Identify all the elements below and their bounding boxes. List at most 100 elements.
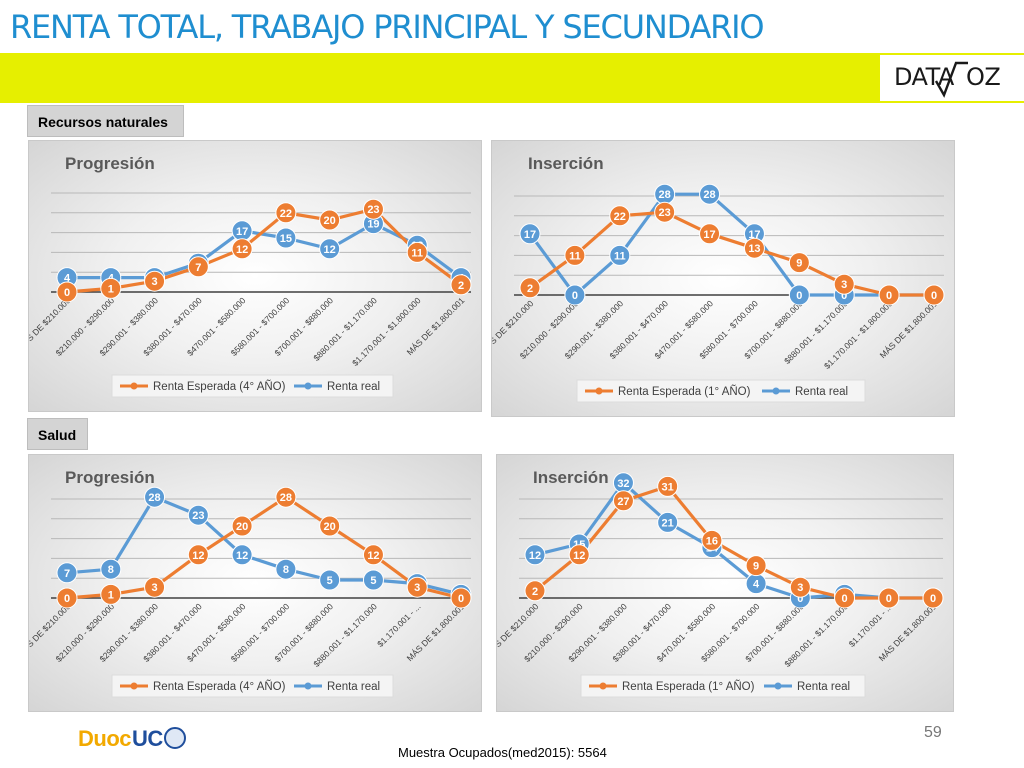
data-label: 23	[659, 207, 671, 219]
series-line-real	[528, 192, 934, 297]
data-label: 4	[753, 579, 760, 591]
legend-entry: Renta real	[327, 681, 380, 693]
sample-note: Muestra Ocupados(med2015): 5564	[398, 745, 607, 760]
data-label: 12	[192, 550, 204, 562]
data-label: 23	[192, 510, 204, 522]
data-label: 20	[324, 521, 336, 533]
data-point	[878, 284, 900, 306]
data-point	[100, 277, 122, 299]
data-label: 0	[841, 593, 847, 605]
data-label: 28	[280, 492, 292, 504]
header-band	[0, 53, 1024, 103]
data-point	[657, 475, 679, 497]
data-label: 8	[108, 564, 114, 576]
data-point	[654, 201, 676, 223]
data-point	[362, 544, 384, 566]
data-label: 27	[617, 496, 629, 508]
data-point	[878, 587, 900, 609]
data-point	[524, 580, 546, 602]
chart-panel-rn-insercion: Inserción MENOS DE $210.000 $210.000 - $29…	[491, 140, 955, 417]
data-point	[609, 205, 631, 227]
data-point	[231, 544, 253, 566]
legend-box	[111, 374, 394, 398]
data-point	[923, 284, 945, 306]
data-label: 20	[324, 215, 336, 227]
series-line-real	[534, 481, 933, 600]
data-label: 3	[797, 582, 803, 594]
data-point	[834, 587, 856, 609]
data-label: 0	[458, 593, 464, 605]
data-point	[745, 555, 767, 577]
data-label: 0	[930, 593, 936, 605]
data-point	[564, 284, 586, 306]
series-line-expected	[533, 484, 933, 600]
data-point	[56, 281, 78, 303]
data-label: 15	[280, 233, 292, 245]
data-point	[789, 576, 811, 598]
data-label: 13	[748, 243, 760, 255]
data-point	[144, 270, 166, 292]
data-point	[406, 576, 428, 598]
data-point	[564, 244, 586, 266]
page-title: RENTA TOTAL, TRABAJO PRINCIPAL Y SECUNDA…	[10, 8, 765, 46]
datavoz-logo: DATA OZ	[880, 55, 1024, 101]
legend-swatch-marker	[304, 382, 312, 390]
data-point	[922, 587, 944, 609]
data-point	[609, 244, 631, 266]
series-line-expected	[66, 207, 462, 294]
data-label: 7	[64, 568, 70, 580]
chart-title: Progresión	[65, 468, 155, 487]
chart-title: Inserción	[533, 468, 609, 487]
series-line-real	[66, 495, 462, 596]
data-point	[56, 562, 78, 584]
data-point	[319, 515, 341, 537]
data-point	[450, 274, 472, 296]
legend-entry: Renta Esperada (1° AÑO)	[618, 385, 751, 398]
data-point	[275, 227, 297, 249]
data-label: 32	[617, 478, 629, 490]
brand-text-a: Duoc	[78, 726, 132, 751]
legend-box	[111, 674, 394, 698]
chart-panel-salud-insercion: Inserción MENOS DE $210.000 $210.000 - $29…	[496, 454, 954, 712]
logo-text-left: DATA	[894, 63, 954, 91]
data-label: 0	[64, 593, 70, 605]
data-point	[231, 515, 253, 537]
data-label: 0	[841, 290, 847, 302]
data-point	[319, 238, 341, 260]
data-label: 28	[659, 189, 671, 201]
data-label: 3	[151, 582, 157, 594]
section-label-recursos: Recursos naturales	[27, 105, 184, 137]
legend-entry: Renta Esperada (4° AÑO)	[153, 680, 286, 693]
data-point	[319, 209, 341, 231]
legend-swatch-marker	[595, 387, 603, 395]
legend-entry: Renta Esperada (1° AÑO)	[622, 680, 755, 693]
data-point	[701, 529, 723, 551]
data-label: 3	[151, 276, 157, 288]
chart-panel-salud-progresion: Progresión MENOS DE $210.000 $210.000 - $2…	[28, 454, 482, 712]
data-point	[788, 284, 810, 306]
data-label: 9	[753, 561, 759, 573]
data-label: 0	[572, 290, 578, 302]
duoc-uc-logo: Duoc UC	[76, 724, 188, 754]
data-label: 28	[703, 189, 715, 201]
data-label: 12	[573, 550, 585, 562]
data-point	[231, 238, 253, 260]
data-point	[519, 223, 541, 245]
data-point	[612, 490, 634, 512]
data-point	[319, 569, 341, 591]
data-label: 0	[796, 290, 802, 302]
legend-entry: Renta real	[797, 681, 850, 693]
chart-title: Inserción	[528, 154, 604, 173]
page-number: 59	[924, 724, 942, 741]
legend-box	[576, 379, 866, 403]
data-label: 31	[662, 481, 674, 493]
x-tick-label: $1.170.001 - ...	[847, 601, 895, 649]
data-label: 20	[236, 521, 248, 533]
data-label: 0	[64, 287, 70, 299]
logo-v-mark-icon	[934, 61, 968, 98]
data-label: 28	[148, 492, 160, 504]
data-label: 4	[64, 273, 71, 285]
legend-swatch-marker	[130, 382, 138, 390]
